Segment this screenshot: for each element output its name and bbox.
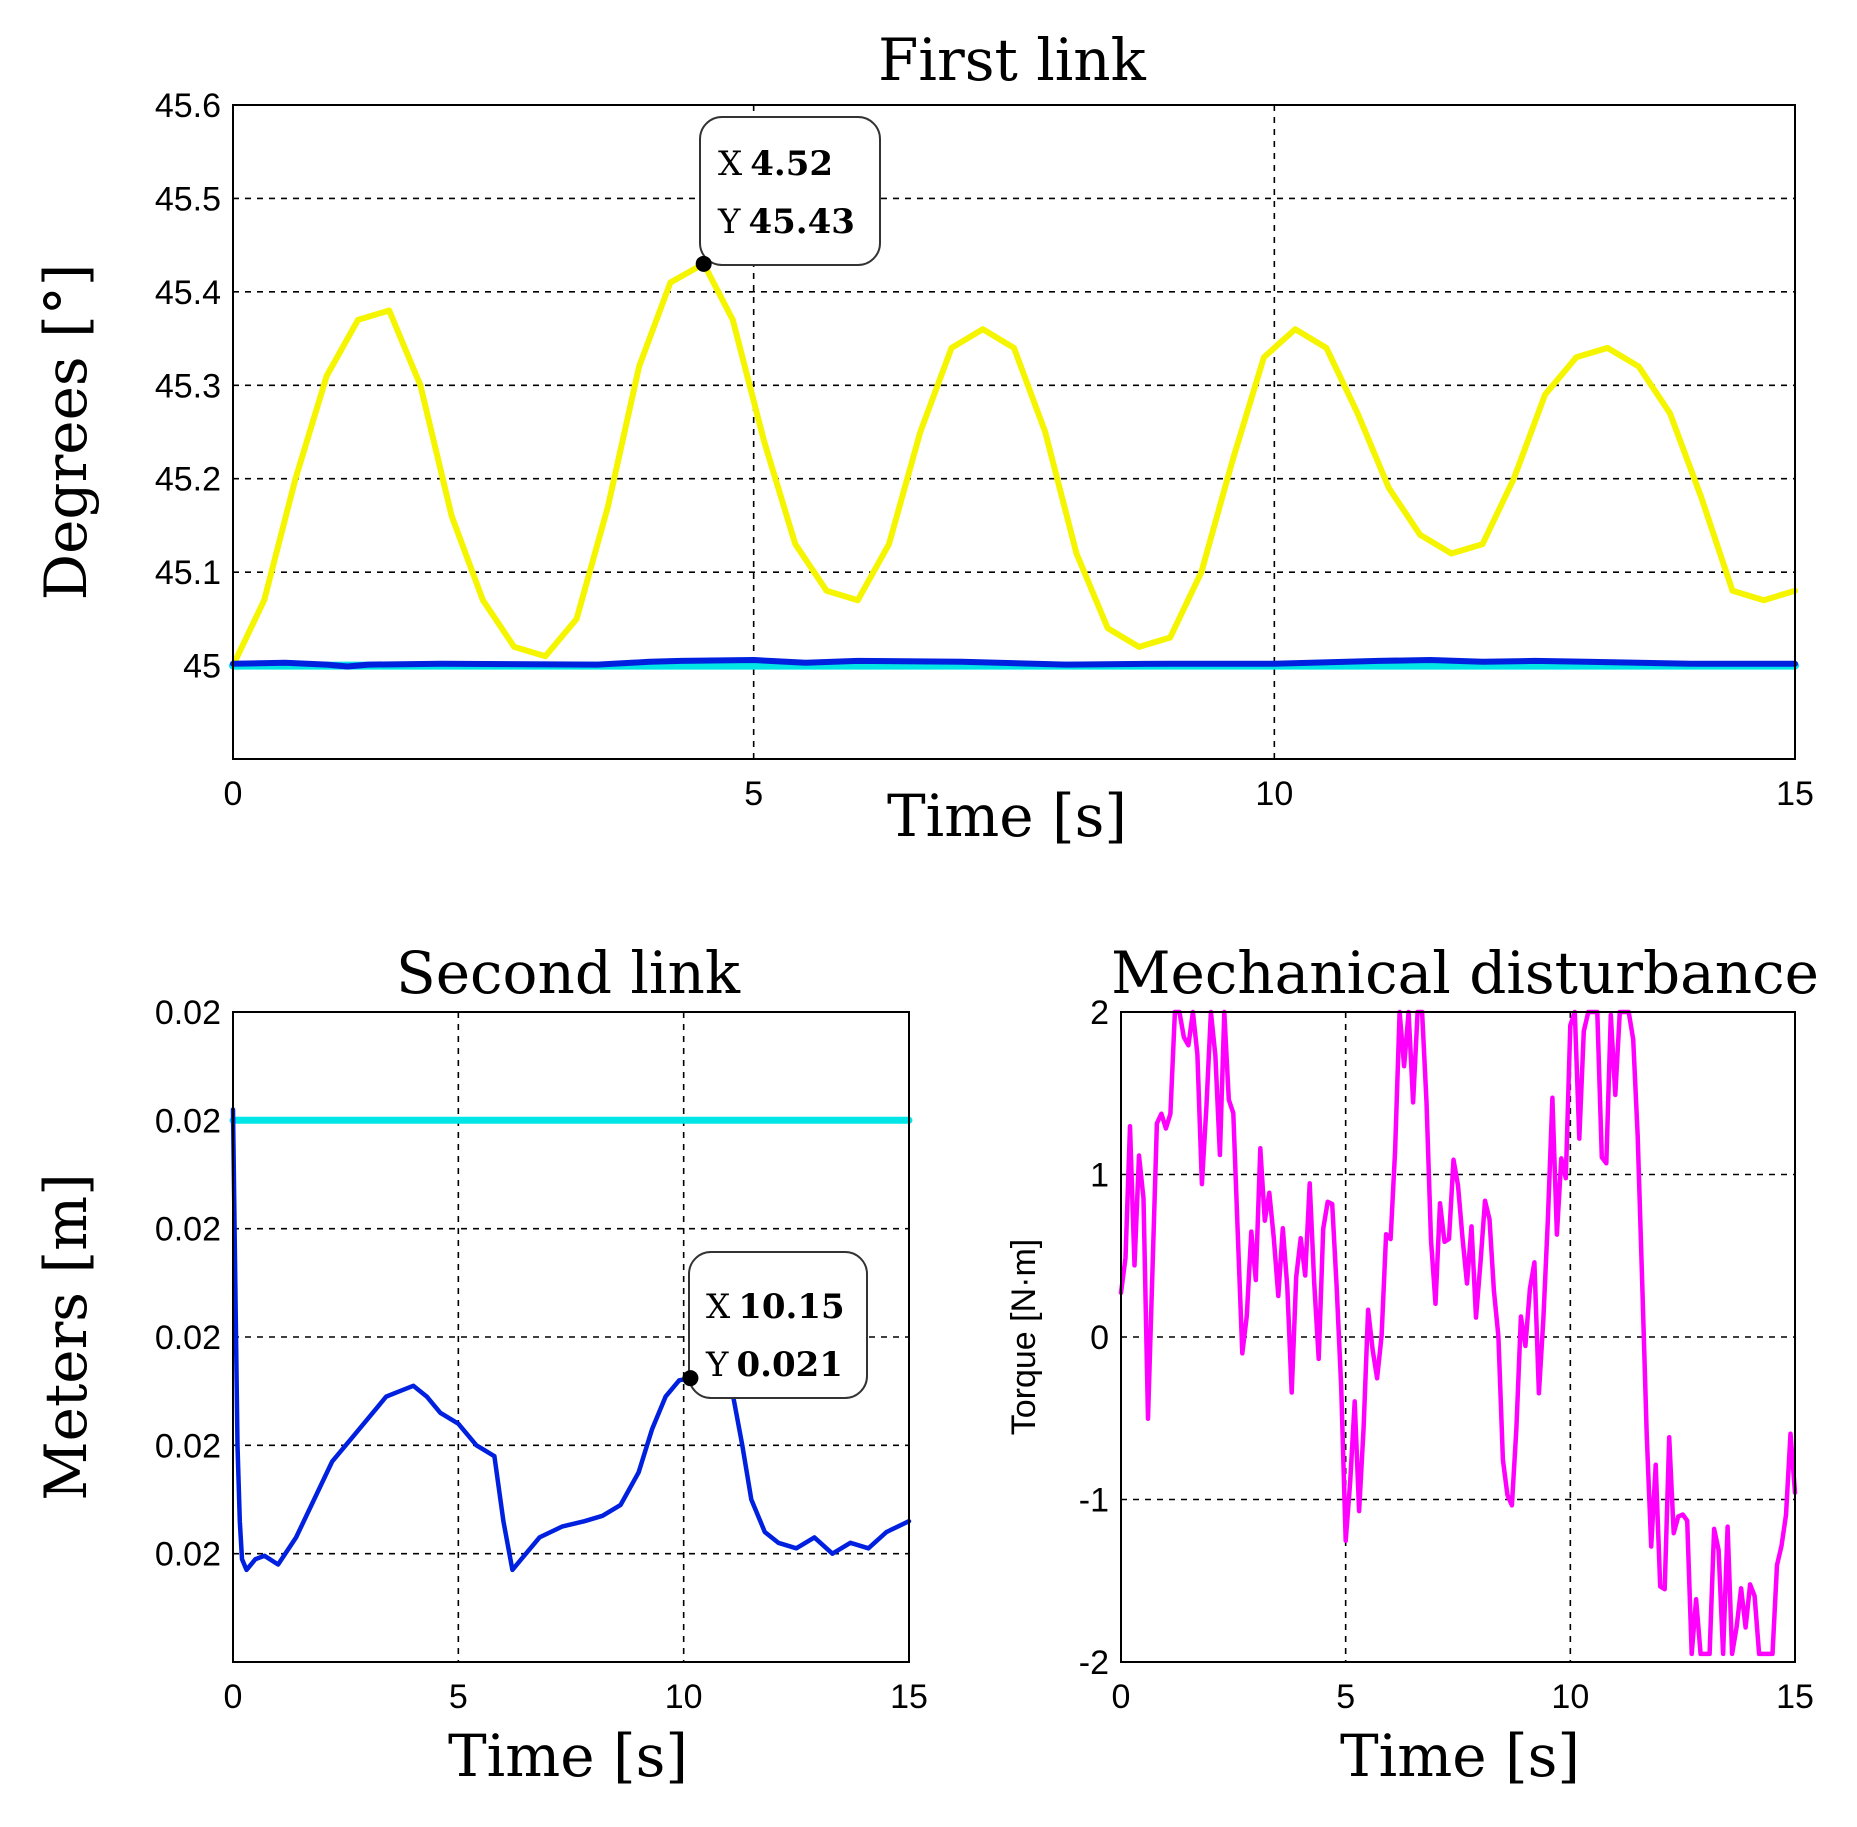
datatip-x-row: X 4.52 xyxy=(718,144,833,184)
y-tick-label: 2 xyxy=(1090,994,1109,1032)
plot-frame xyxy=(232,104,1796,760)
x-tick-label: 15 xyxy=(1776,775,1814,813)
x-tick-labels: 0 5 10 15 xyxy=(1112,1678,1814,1716)
y-tick-label: 45.3 xyxy=(155,367,221,405)
y-tick-label: 0.02 xyxy=(155,1427,221,1465)
second-link-xlabel: Time [s] xyxy=(448,1722,688,1790)
y-tick-labels: -2 -1 0 1 2 xyxy=(1079,994,1109,1682)
y-tick-label: 0 xyxy=(1090,1319,1109,1357)
series-layer xyxy=(1118,1009,1798,1657)
series-layer xyxy=(229,260,1799,670)
first-link-plot: First link 45 45.1 45.2 45.3 45.4 45.5 45.6 0 5… xyxy=(32,26,1814,850)
y-tick-label: 45.1 xyxy=(155,554,221,592)
y-tick-label: 45 xyxy=(183,648,221,686)
x-tick-label: 0 xyxy=(224,1678,243,1716)
datatip-y-label: Y xyxy=(717,202,741,242)
x-tick-label: 10 xyxy=(665,1678,703,1716)
plot-frame xyxy=(232,1011,910,1663)
datatip-y-label: Y xyxy=(705,1345,729,1385)
x-tick-label: 5 xyxy=(1336,1678,1355,1716)
datatip: X 10.15 Y 0.021 xyxy=(682,1251,868,1399)
datatip-x-value: 4.52 xyxy=(750,144,833,184)
datatip-x-label: X xyxy=(706,1287,731,1327)
disturbance-xlabel: Time [s] xyxy=(1340,1722,1580,1790)
first-link-title: First link xyxy=(878,26,1146,94)
y-tick-label: 1 xyxy=(1090,1157,1109,1195)
series-line-first-link-blue xyxy=(230,657,1798,670)
second-link-plot: Second link 0.02 0.02 0.02 0.02 0.02 0.02 0 5 1… xyxy=(32,939,928,1790)
x-tick-label: 0 xyxy=(1112,1678,1131,1716)
x-tick-label: 15 xyxy=(890,1678,928,1716)
x-tick-label: 10 xyxy=(1551,1678,1589,1716)
datatip-y-row: Y 45.43 xyxy=(717,202,855,242)
x-tick-labels: 0 5 10 15 xyxy=(224,775,1814,813)
datatip-y-value: 0.021 xyxy=(736,1345,842,1385)
y-tick-label: 45.2 xyxy=(155,461,221,499)
datatip-x-row: X 10.15 xyxy=(706,1287,845,1327)
series-line-disturbance-torque xyxy=(1118,1009,1798,1657)
y-tick-label: 0.02 xyxy=(155,1102,221,1140)
plot-frame xyxy=(1120,1011,1796,1663)
x-tick-labels: 0 5 10 15 xyxy=(224,1678,928,1716)
datatip-x-value: 10.15 xyxy=(738,1287,844,1327)
datatip-marker xyxy=(695,255,712,272)
series-line-second-link-response xyxy=(230,1107,912,1573)
series-layer xyxy=(229,1107,913,1573)
y-tick-label: 0.02 xyxy=(155,1319,221,1357)
datatip-box xyxy=(699,116,881,266)
x-tick-label: 10 xyxy=(1255,775,1293,813)
datatip-marker xyxy=(682,1370,699,1387)
x-tick-label: 5 xyxy=(449,1678,468,1716)
y-tick-label: 0.02 xyxy=(155,994,221,1032)
first-link-ylabel: Degrees [°] xyxy=(32,264,100,601)
datatip-y-value: 45.43 xyxy=(748,202,854,242)
first-link-xlabel: Time [s] xyxy=(887,782,1127,850)
y-tick-label: 0.02 xyxy=(155,1536,221,1574)
x-tick-label: 15 xyxy=(1776,1678,1814,1716)
disturbance-plot: Mechanical disturbance -2 -1 0 1 2 0 5 10 15 Ti… xyxy=(1005,939,1819,1790)
y-tick-label: 45.6 xyxy=(155,87,221,125)
y-tick-label: 45.5 xyxy=(155,180,221,218)
disturbance-title: Mechanical disturbance xyxy=(1111,939,1819,1007)
plot-background xyxy=(233,105,1795,759)
second-link-ylabel: Meters [m] xyxy=(32,1173,100,1501)
datatip: X 4.52 Y 45.43 xyxy=(695,116,881,272)
disturbance-ylabel: Torque [N·m] xyxy=(1005,1239,1043,1436)
series-line-first-link-response xyxy=(230,260,1798,669)
y-tick-label: -2 xyxy=(1079,1644,1109,1682)
y-tick-label: -1 xyxy=(1079,1482,1109,1520)
datatip-y-row: Y 0.021 xyxy=(705,1345,843,1385)
y-tick-label: 0.02 xyxy=(155,1211,221,1249)
datatip-x-label: X xyxy=(718,144,743,184)
y-tick-labels: 0.02 0.02 0.02 0.02 0.02 0.02 xyxy=(155,994,221,1574)
y-tick-label: 45.4 xyxy=(155,274,221,312)
y-tick-labels: 45 45.1 45.2 45.3 45.4 45.5 45.6 xyxy=(155,87,221,686)
x-tick-label: 5 xyxy=(744,775,763,813)
datatip-box xyxy=(688,1251,868,1399)
x-tick-label: 0 xyxy=(224,775,243,813)
second-link-title: Second link xyxy=(396,939,741,1007)
